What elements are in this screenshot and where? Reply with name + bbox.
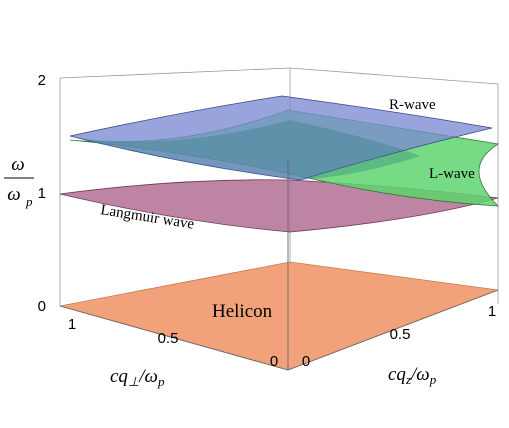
label-helicon: Helicon [212,301,273,322]
x-tick-1: 1 [68,316,76,333]
x-axis: 1 0.5 0 [68,316,278,370]
bounding-box-front [59,160,499,371]
z-axis-label: ω ω p [4,154,34,209]
x-axis-label: cq⊥/ωp [110,366,165,389]
z-axis: 0 1 2 [38,72,46,315]
y-tick-0_5: 0.5 [390,326,411,343]
x-tick-0: 0 [270,353,278,370]
surface-overlap [76,120,420,180]
z-label-denominator: ω [7,184,20,205]
y-tick-0: 0 [302,353,310,370]
y-tick-1: 1 [488,303,496,320]
z-label-denominator-sub: p [25,194,33,209]
label-r-wave: R-wave [389,97,436,113]
z-label-numerator: ω [11,154,24,175]
label-l-wave: L-wave [429,166,475,182]
surface-helicon [59,261,499,371]
y-axis: 0 0.5 1 [302,303,496,370]
y-axis-label: cqz/ωp [388,364,437,387]
x-tick-0_5: 0.5 [158,330,179,347]
z-tick-1: 1 [38,185,46,202]
z-tick-2: 2 [38,72,46,89]
surface-r-wave [69,95,493,181]
z-tick-0: 0 [38,298,46,315]
